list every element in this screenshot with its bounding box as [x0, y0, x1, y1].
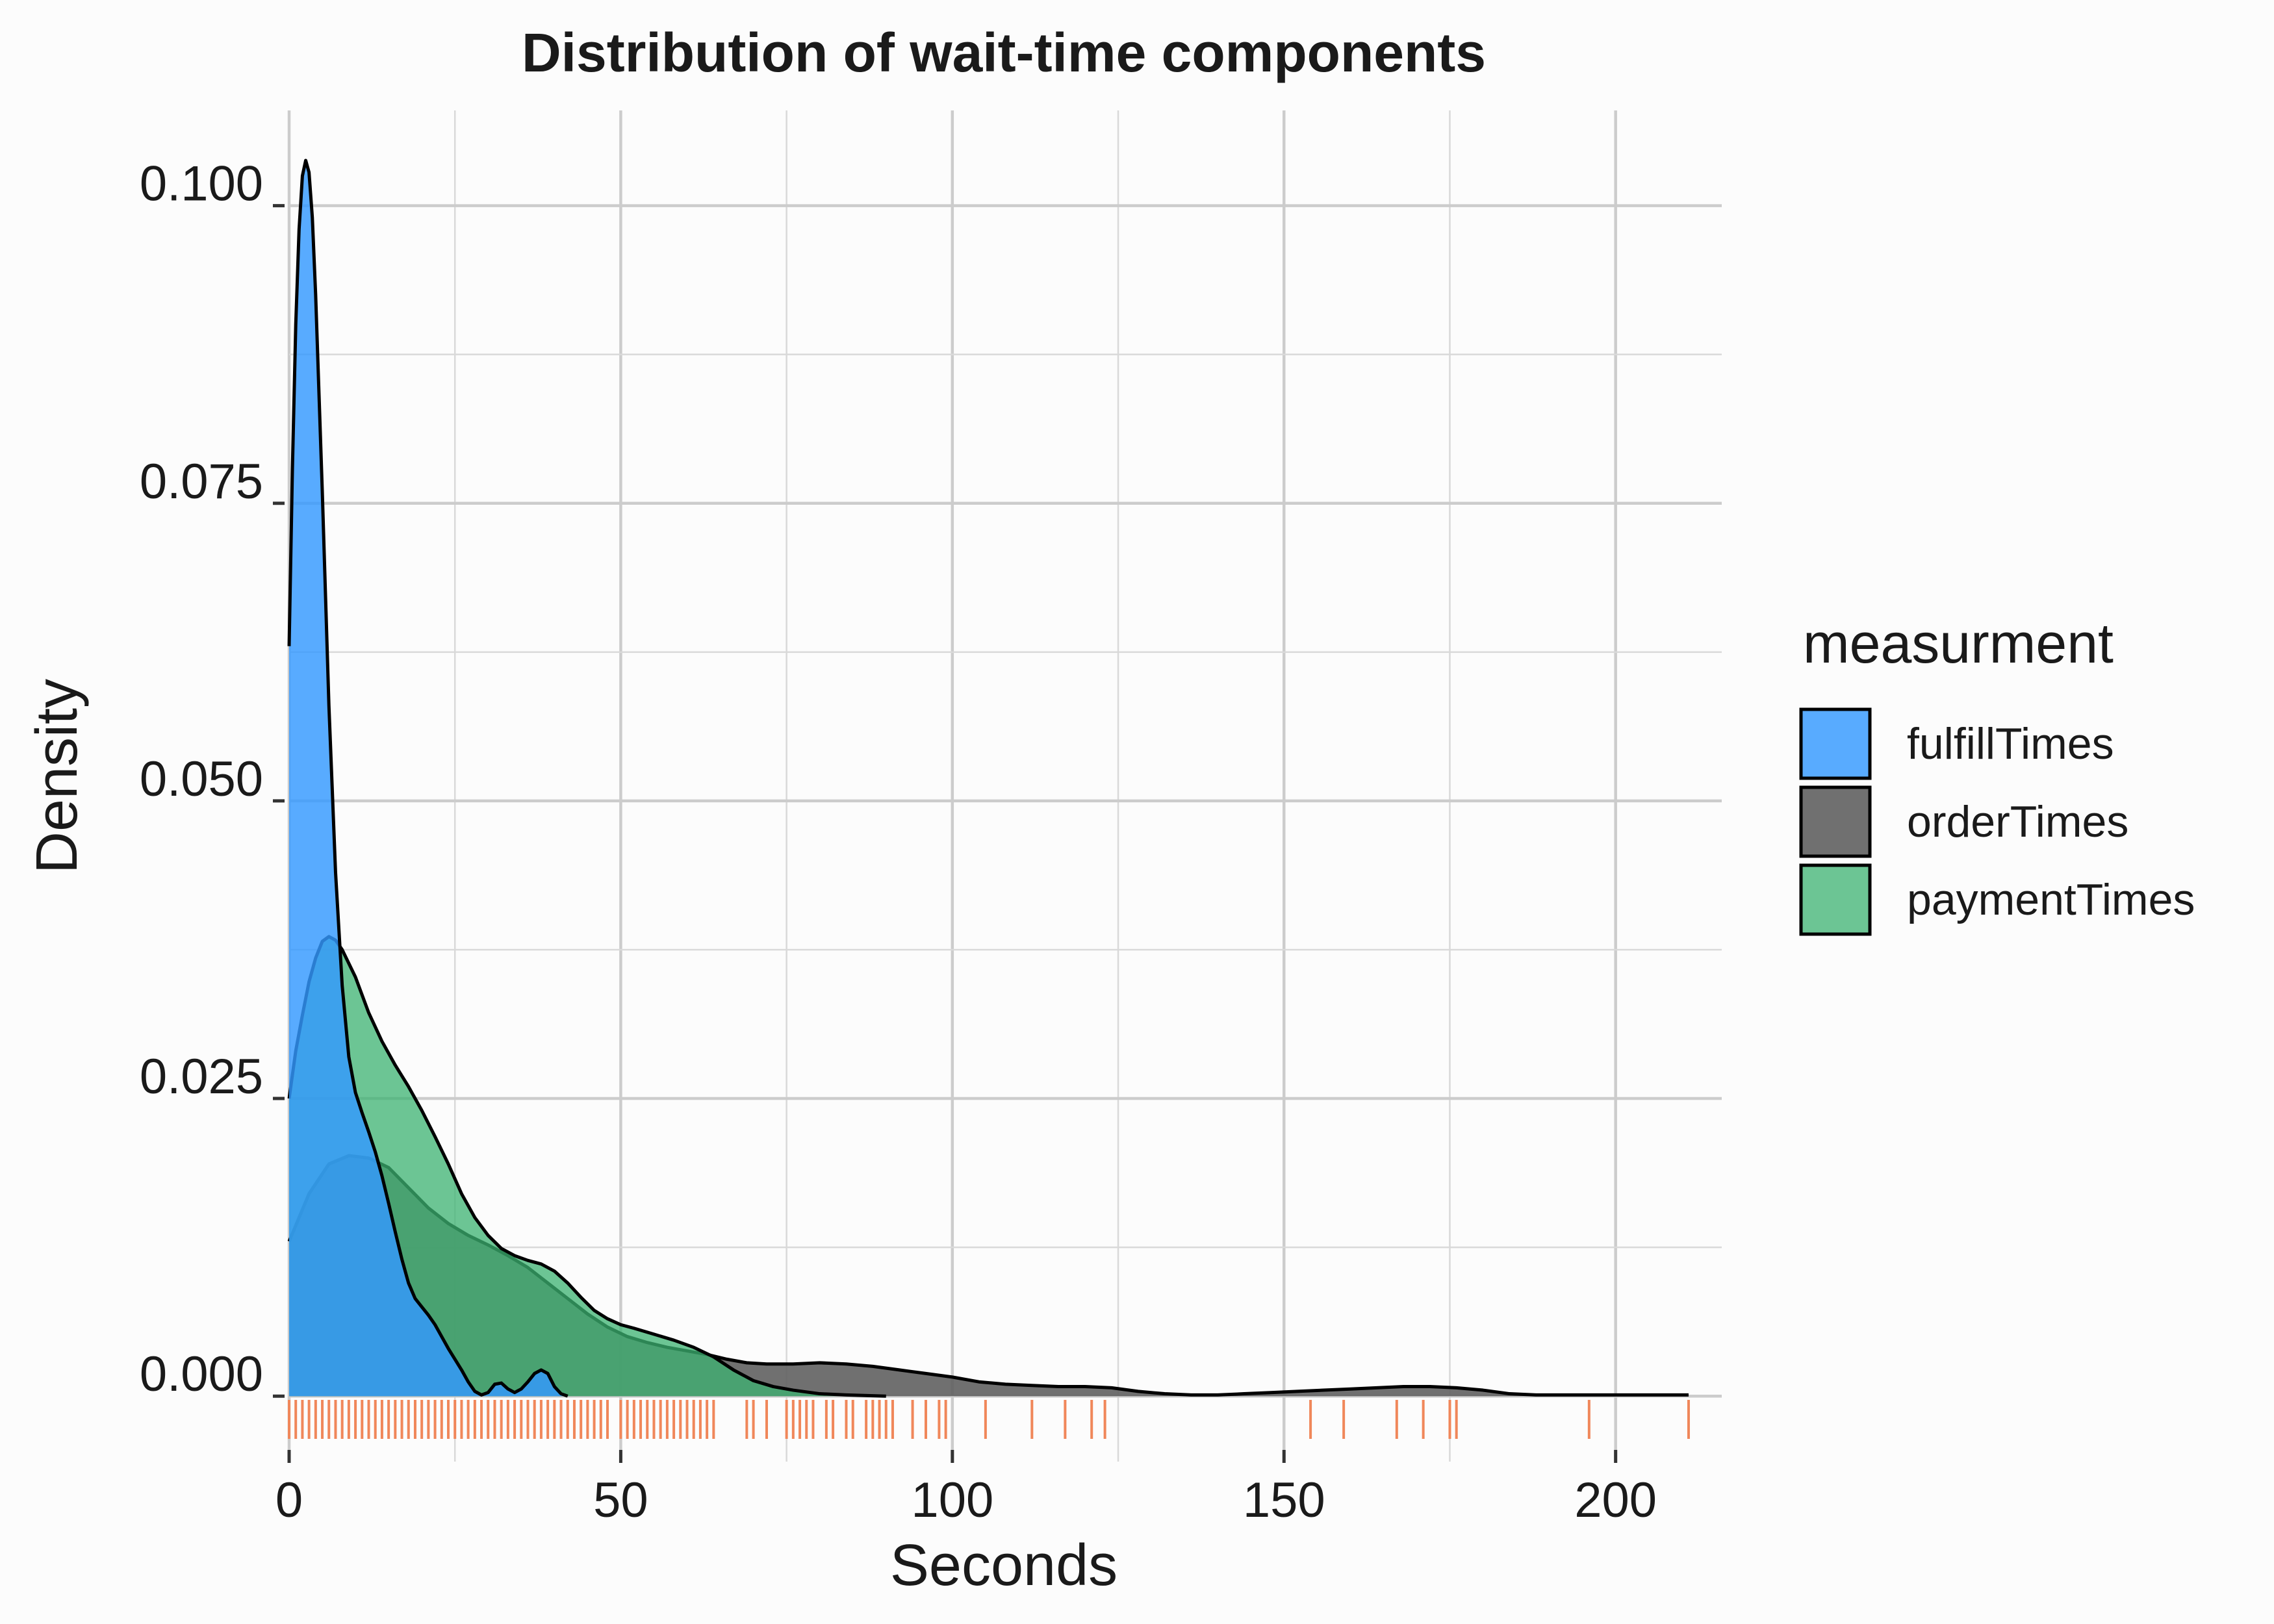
- chart-title: Distribution of wait-time components: [522, 22, 1486, 83]
- density-areas: [287, 159, 1689, 1398]
- y-tick-label: 0.025: [140, 1049, 263, 1104]
- y-tick-label: 0.050: [140, 752, 263, 807]
- x-tick-label: 100: [911, 1473, 993, 1528]
- legend-label-orderTimes: orderTimes: [1907, 797, 2128, 846]
- legend-key-paymentTimes: [1799, 863, 1872, 936]
- y-tick-label: 0.100: [140, 157, 263, 212]
- y-axis: 0.000 0.025 0.050 0.075 0.100: [140, 157, 285, 1402]
- x-axis-title: Seconds: [890, 1533, 1118, 1598]
- x-tick-label: 0: [275, 1473, 303, 1528]
- x-tick-label: 150: [1243, 1473, 1325, 1528]
- density-area-paymentTimes: [289, 936, 886, 1397]
- x-axis: 0 50 100 150 200: [275, 1450, 1657, 1528]
- rug-marks: [288, 1400, 1690, 1439]
- legend-title: measurment: [1803, 613, 2114, 675]
- legend-label-fulfillTimes: fulfillTimes: [1907, 719, 2114, 768]
- x-tick-label: 50: [593, 1473, 648, 1528]
- legend-key-orderTimes: [1799, 785, 1872, 858]
- y-tick-label: 0.000: [140, 1347, 263, 1402]
- density-area-fulfillTimes: [289, 160, 568, 1397]
- y-tick-label: 0.075: [140, 454, 263, 509]
- x-tick-label: 200: [1574, 1473, 1657, 1528]
- legend: measurment fulfillTimes orderTimes payment…: [1799, 613, 2195, 936]
- legend-label-paymentTimes: paymentTimes: [1907, 875, 2195, 924]
- density-line-fulfillTimes: [287, 159, 568, 1398]
- legend-key-fulfillTimes: [1799, 707, 1872, 780]
- y-axis-title: Density: [25, 679, 90, 874]
